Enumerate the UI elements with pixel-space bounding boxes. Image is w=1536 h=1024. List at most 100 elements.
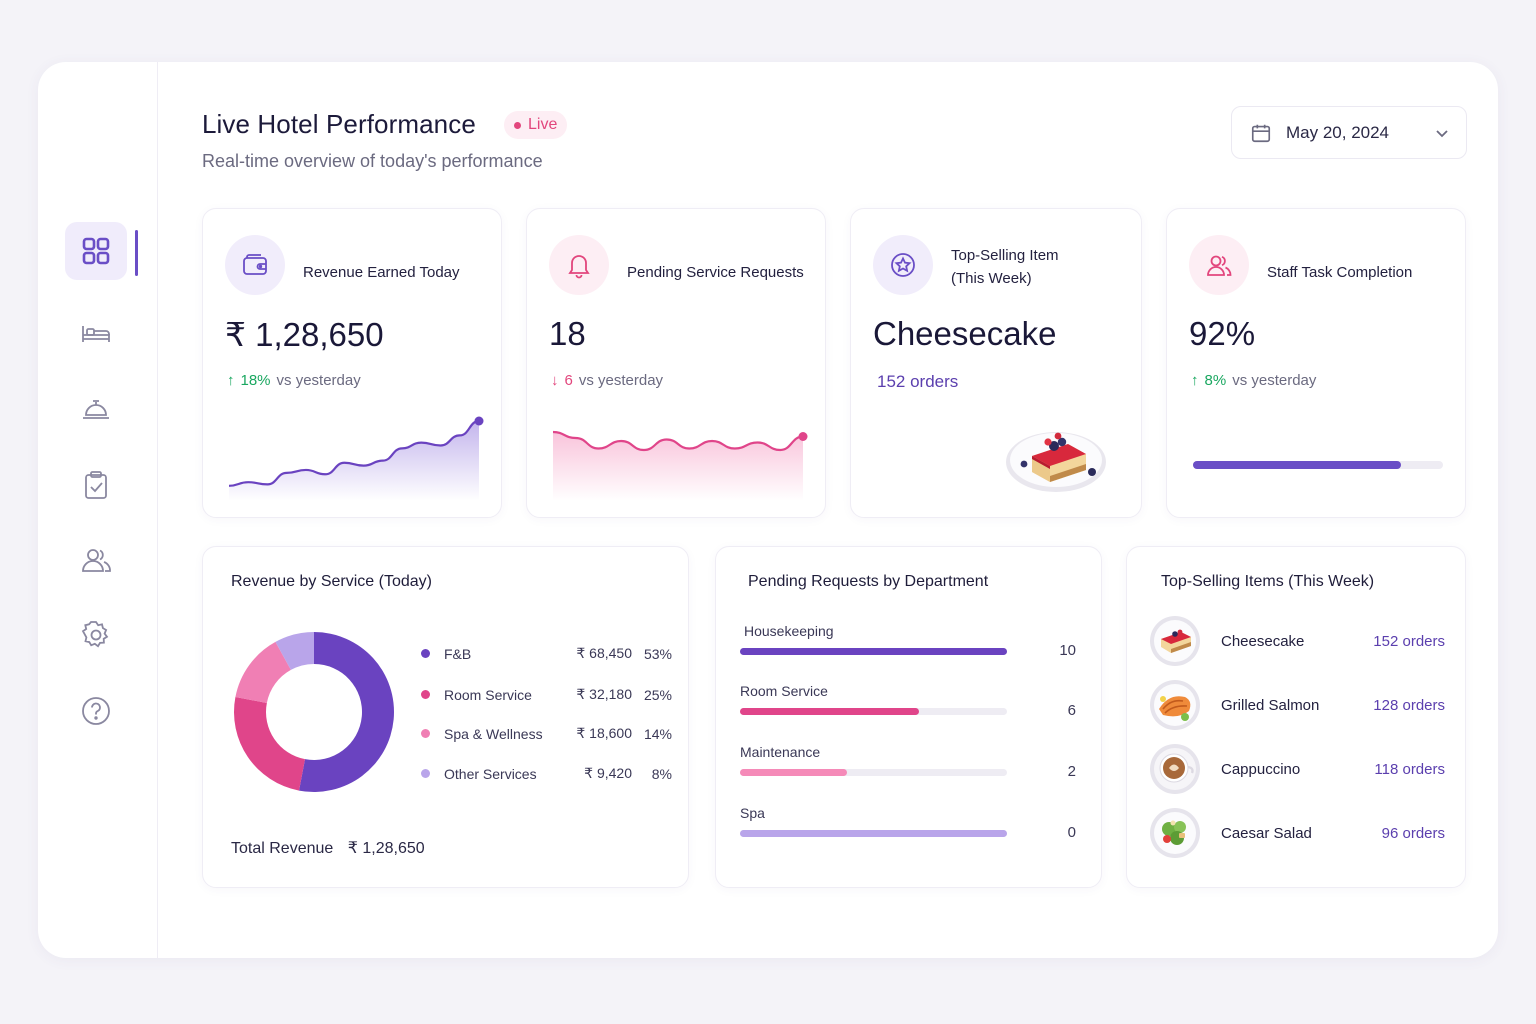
- dept-bar-fill: [740, 830, 1007, 837]
- dept-name: Room Service: [740, 683, 828, 699]
- cheesecake-thumb: [1150, 616, 1200, 666]
- live-dot-icon: [514, 121, 521, 129]
- dept-bar-fill: [740, 769, 847, 776]
- item-orders: 118 orders: [1374, 760, 1445, 778]
- panel-title: Pending Requests by Department: [748, 573, 989, 590]
- sidebar-item-tasks[interactable]: [65, 456, 127, 514]
- revenue-donut-chart: [234, 632, 394, 792]
- item-name: Caesar Salad: [1221, 824, 1312, 842]
- page-subtitle: Real-time overview of today's performanc…: [202, 151, 543, 171]
- sidebar-item-rooms[interactable]: [65, 304, 127, 362]
- delta-value: 18%: [240, 372, 271, 389]
- live-badge: Live: [504, 111, 568, 139]
- legend-amount: ₹ 68,450: [576, 645, 632, 661]
- grid-icon: [82, 237, 110, 265]
- kpi-card-staff[interactable]: Staff Task Completion 92% ↑ 8% vs yester…: [1166, 208, 1466, 518]
- panel-title: Top-Selling Items (This Week): [1161, 573, 1375, 590]
- kpi-label: Revenue Earned Today: [303, 264, 460, 281]
- sidebar-item-dashboard[interactable]: [65, 222, 127, 280]
- arrow-down-icon: ↓: [551, 372, 559, 389]
- sparkline-end-dot: [798, 432, 808, 441]
- donut-slice[interactable]: [235, 641, 291, 704]
- list-item[interactable]: Caesar Salad 96 orders: [1149, 807, 1445, 859]
- dept-bar-track: [740, 830, 1007, 837]
- revenue-sparkline: [228, 416, 484, 501]
- sparkline-area: [553, 432, 803, 501]
- sparkline-end-dot: [474, 416, 484, 426]
- star-icon: [891, 253, 915, 277]
- sidebar-item-settings[interactable]: [65, 606, 127, 664]
- sidebar-item-staff[interactable]: [65, 531, 127, 589]
- cappuccino-thumb: [1150, 744, 1200, 794]
- legend-percent: 14%: [643, 725, 672, 742]
- item-name: Cappuccino: [1221, 760, 1301, 778]
- total-value: ₹ 1,28,650: [347, 840, 425, 857]
- delta-text: vs yesterday: [1232, 372, 1317, 389]
- date-picker[interactable]: May 20, 2024: [1231, 106, 1467, 159]
- dept-count: 2: [1067, 763, 1076, 780]
- legend-percent: 25%: [643, 686, 672, 703]
- legend-dot: [421, 729, 430, 738]
- dept-bar-track: [740, 648, 1007, 655]
- donut-slice[interactable]: [234, 697, 306, 791]
- item-name: Cheesecake: [1221, 632, 1305, 650]
- bell-icon: [568, 255, 590, 279]
- donut-slice[interactable]: [299, 632, 394, 792]
- legend-dot: [421, 769, 430, 778]
- kpi-value: 18: [549, 315, 586, 352]
- panel-title: Revenue by Service (Today): [231, 573, 432, 590]
- page-title: Live Hotel Performance: [202, 109, 476, 139]
- dept-count: 6: [1067, 702, 1076, 719]
- dept-row: Maintenance 2: [740, 744, 1076, 780]
- caesar-salad-thumb: [1150, 808, 1200, 858]
- pending-sparkline: [552, 430, 808, 501]
- kpi-delta: ↑ 8% vs yesterday: [1191, 372, 1316, 389]
- kpi-delta: ↑ 18% vs yesterday: [227, 372, 361, 389]
- dept-count: 0: [1067, 824, 1076, 841]
- legend-percent: 8%: [651, 765, 672, 782]
- sidebar-item-services[interactable]: [65, 380, 127, 438]
- gear-icon: [81, 621, 109, 648]
- users-icon: [1207, 255, 1232, 276]
- donut-slice[interactable]: [275, 632, 314, 670]
- date-value: May 20, 2024: [1286, 122, 1390, 142]
- legend-row: Other Services ₹ 9,420 8%: [421, 765, 672, 782]
- legend-name: F&B: [444, 645, 472, 662]
- legend-name: Room Service: [444, 686, 532, 703]
- pending-by-department-card: Pending Requests by Department Housekeep…: [715, 546, 1102, 888]
- sidebar-item-help[interactable]: [65, 682, 127, 740]
- legend-name: Spa & Wellness: [444, 725, 543, 742]
- dept-row: Spa 0: [740, 805, 1076, 841]
- kpi-card-top-item[interactable]: Top-Selling Item (This Week) Cheesecake …: [850, 208, 1142, 518]
- sparkline-area: [229, 421, 479, 501]
- kpi-card-revenue[interactable]: Revenue Earned Today ₹ 1,28,650 ↑ 18% vs…: [202, 208, 502, 518]
- dashboard-shell: Live Hotel Performance Live Real-time ov…: [38, 62, 1498, 958]
- delta-value: 8%: [1204, 372, 1227, 389]
- dept-row: Housekeeping 10: [740, 623, 1080, 659]
- legend-row: Spa & Wellness ₹ 18,600 14%: [421, 725, 672, 742]
- kpi-delta: ↓ 6 vs yesterday: [551, 372, 663, 389]
- list-item[interactable]: Cappuccino 118 orders: [1149, 743, 1445, 795]
- item-orders: 96 orders: [1381, 824, 1445, 842]
- kpi-label-line2: (This Week): [951, 270, 1032, 287]
- kpi-label-line1: Top-Selling Item: [951, 247, 1059, 264]
- dept-bar-track: [740, 708, 1007, 715]
- delta-text: vs yesterday: [578, 372, 664, 389]
- kpi-icon-wrap: [873, 235, 933, 295]
- arrow-up-icon: ↑: [1191, 372, 1199, 389]
- legend-amount: ₹ 32,180: [576, 686, 632, 702]
- dept-name: Maintenance: [740, 744, 821, 760]
- list-item[interactable]: Grilled Salmon 128 orders: [1149, 679, 1445, 731]
- list-item[interactable]: Cheesecake 152 orders: [1149, 615, 1445, 667]
- kpi-value: Cheesecake: [873, 315, 1057, 352]
- legend-amount: ₹ 9,420: [584, 765, 632, 781]
- chevron-down-icon: [1436, 129, 1448, 137]
- dept-name: Spa: [740, 805, 765, 821]
- dept-bar-fill: [740, 708, 919, 715]
- sparkline-line: [552, 430, 804, 452]
- kpi-icon-wrap: [225, 235, 285, 295]
- kpi-card-pending[interactable]: Pending Service Requests 18 ↓ 6 vs yeste…: [526, 208, 826, 518]
- help-circle-icon: [82, 697, 110, 725]
- dept-count: 10: [1059, 642, 1076, 659]
- legend-amount: ₹ 18,600: [576, 725, 632, 741]
